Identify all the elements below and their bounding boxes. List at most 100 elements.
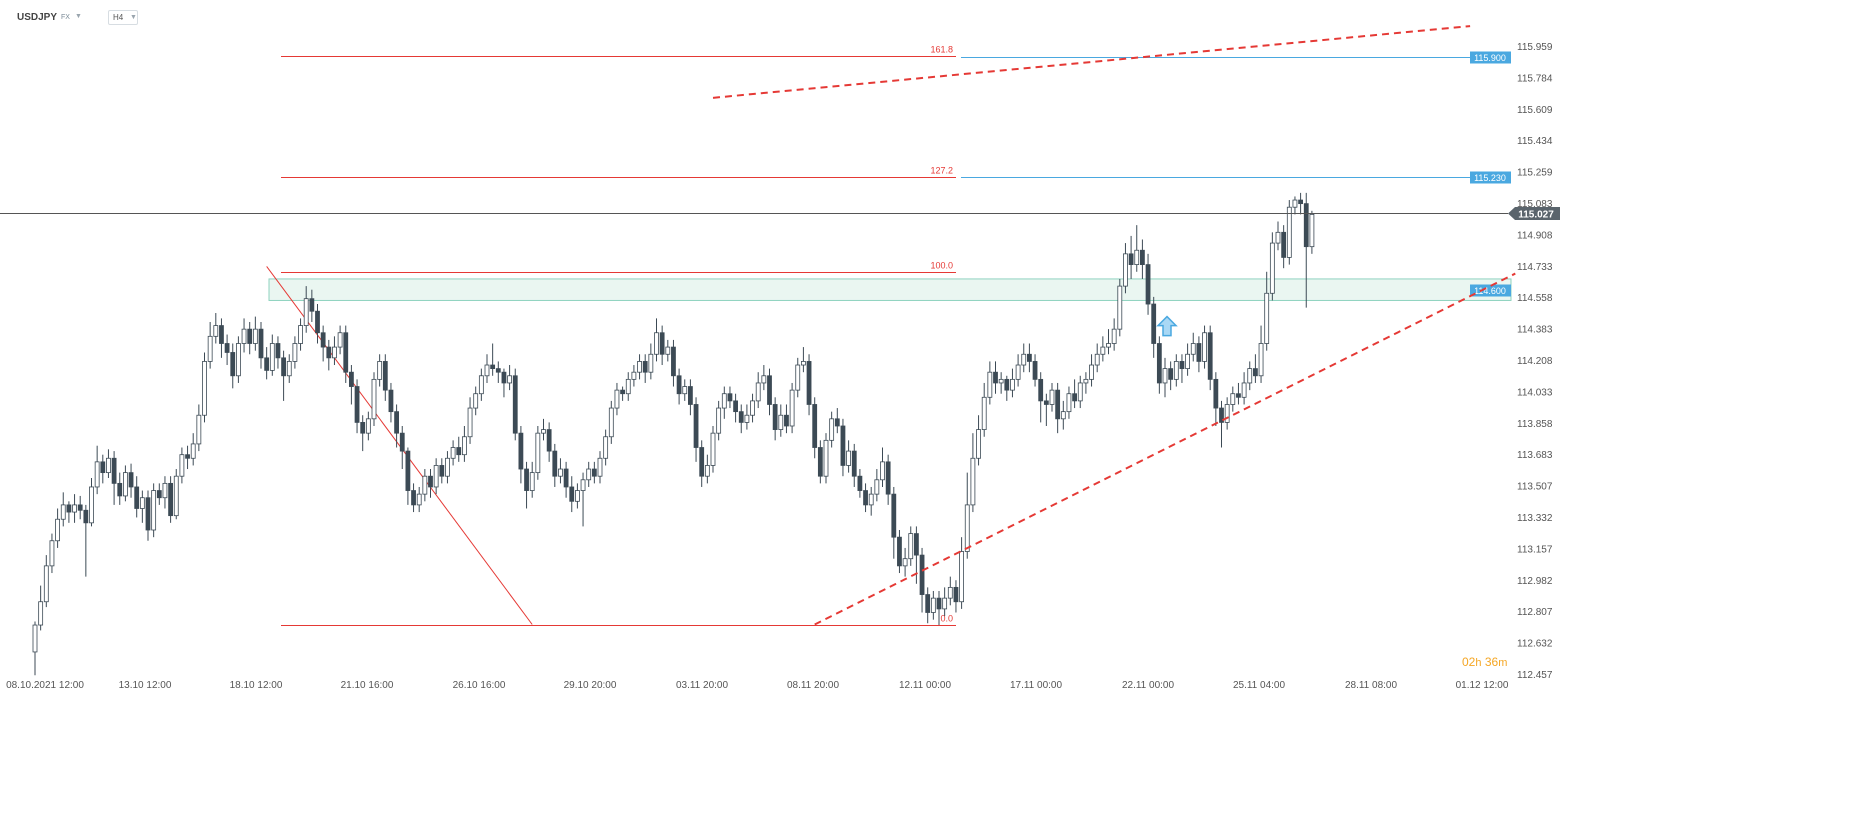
bear-candle (936, 597, 942, 610)
bull-candle (106, 457, 111, 474)
bull-candle (586, 468, 592, 481)
bear-candle (399, 432, 405, 452)
channel-upper-line[interactable] (712, 25, 1471, 99)
support-zone-layer (268, 278, 1512, 301)
bear-candle (1253, 368, 1258, 377)
bull-candle (461, 436, 467, 456)
bear-candle (145, 497, 151, 531)
x-tick-label: 12.11 00:00 (899, 680, 952, 691)
bear-candle (219, 325, 224, 344)
bull-candle (196, 414, 202, 445)
symbol-dropdown-icon[interactable]: ▼ (75, 13, 82, 20)
candles-layer (32, 192, 1315, 676)
bull-candle (1202, 332, 1207, 362)
bear-candle (1156, 343, 1162, 384)
bull-candle (1060, 411, 1066, 420)
y-tick-label: 115.083 (1517, 199, 1553, 210)
bull-candle (478, 375, 484, 395)
bull-candle (467, 407, 473, 438)
y-tick-label: 115.784 (1517, 73, 1553, 84)
bear-candle (620, 389, 625, 395)
bull-candle (1258, 343, 1264, 377)
bull-candle (32, 624, 38, 653)
x-tick-label: 03.11 20:00 (676, 680, 729, 691)
bull-candle (755, 382, 761, 402)
x-axis[interactable]: 08.10.2021 12:00 13.10 12:00 18.10 12:00 21… (6, 680, 1509, 691)
fib-level-label: 0.0 (940, 614, 953, 624)
bull-candle (123, 472, 128, 497)
bear-candle (693, 404, 699, 448)
bull-candle (823, 439, 829, 477)
bear-candle (77, 504, 83, 511)
y-tick-label: 112.632 (1517, 639, 1553, 650)
bull-candle (721, 393, 727, 409)
bull-candle (173, 475, 179, 517)
bear-candle (727, 393, 733, 402)
bear-candle (394, 411, 400, 434)
bear-candle (230, 352, 236, 377)
y-tick-label: 115.259 (1517, 168, 1553, 179)
bull-candle (1049, 389, 1055, 405)
bull-candle (1010, 378, 1015, 391)
bull-candle (507, 375, 513, 384)
bear-candle (840, 425, 846, 466)
bull-candle (179, 454, 185, 477)
bull-candle (1286, 206, 1292, 258)
bear-candle (897, 536, 902, 567)
bull-candle (535, 432, 541, 474)
channel-layer[interactable] (712, 25, 1516, 626)
bear-candle (326, 346, 332, 359)
bull-candle (704, 465, 710, 477)
timeframe-label: H4 (113, 13, 124, 22)
bear-candle (185, 454, 190, 459)
y-axis[interactable]: 115.959 115.784 115.609 115.434 115.259 115.0… (1517, 42, 1553, 681)
bear-candle (863, 490, 868, 506)
bear-candle (1043, 400, 1049, 405)
bull-candle (874, 479, 880, 495)
fib-level-label: 161.8 (930, 45, 953, 55)
bull-candle (235, 343, 241, 377)
bull-candle (987, 371, 993, 398)
x-tick-label: 13.10 12:00 (119, 680, 172, 691)
bear-candle (275, 343, 281, 359)
bear-candle (1004, 378, 1010, 391)
chevron-down-icon: ▼ (130, 14, 137, 21)
symbol-label[interactable]: USDJPY (17, 12, 58, 23)
timeframe-select[interactable]: H4 ▼ (108, 10, 138, 25)
bear-candle (1038, 378, 1044, 402)
bull-candle (484, 364, 490, 377)
fibonacci-layer[interactable]: 161.8 127.2 100.0 0.0 (266, 45, 956, 626)
bull-candle (1269, 242, 1275, 294)
bull-candle (1292, 199, 1298, 208)
bull-candle (1077, 382, 1083, 402)
bear-candle (134, 486, 140, 509)
x-tick-label: 26.10 16:00 (453, 680, 506, 691)
bear-candle (671, 346, 676, 377)
bull-candle (529, 472, 535, 491)
bull-candle (942, 597, 948, 610)
bull-candle (43, 565, 49, 603)
target-price-label: 115.230 (1474, 173, 1506, 183)
bull-candle (1190, 343, 1196, 355)
market-label: FX (61, 14, 70, 21)
fib-swing-line[interactable] (266, 266, 533, 625)
bull-candle (422, 475, 428, 495)
bull-candle (603, 436, 609, 459)
bull-candle (72, 504, 77, 513)
target-price-label-bg (1470, 51, 1511, 64)
candlestick-chart[interactable]: 161.8 127.2 100.0 0.0 115.900 115.230 114.600… (0, 0, 1866, 696)
channel-lower-line[interactable] (814, 272, 1516, 626)
bull-candle (654, 332, 659, 355)
bear-candle (891, 493, 897, 538)
x-tick-label: 08.10.2021 12:00 (6, 680, 84, 691)
bull-candle (377, 361, 383, 380)
y-tick-label: 114.383 (1517, 325, 1553, 336)
timer-hours-unit: h (1475, 657, 1482, 669)
y-tick-label: 115.959 (1517, 42, 1553, 53)
target-lines-layer[interactable]: 115.900 115.230 114.600 (961, 51, 1511, 297)
bear-candle (885, 461, 891, 495)
bear-candle (411, 490, 416, 506)
bear-candle (388, 389, 394, 413)
bull-candle (151, 490, 157, 531)
bear-candle (1145, 264, 1151, 305)
